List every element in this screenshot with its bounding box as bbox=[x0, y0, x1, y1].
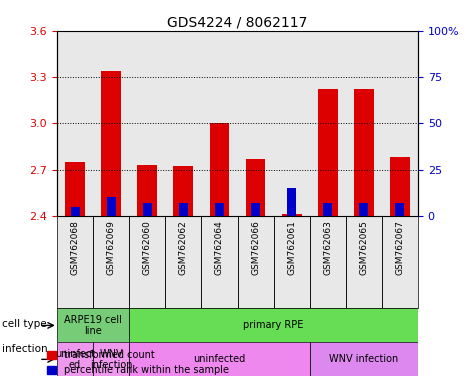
FancyBboxPatch shape bbox=[93, 343, 129, 376]
Bar bbox=[251, 203, 260, 216]
Text: WNV infection: WNV infection bbox=[329, 354, 399, 364]
Text: GSM762061: GSM762061 bbox=[287, 220, 296, 275]
Bar bbox=[282, 214, 302, 216]
Bar bbox=[238, 216, 274, 308]
Text: WNV
infection: WNV infection bbox=[90, 349, 133, 370]
Bar bbox=[346, 31, 382, 216]
Legend: transformed count, percentile rank within the sample: transformed count, percentile rank withi… bbox=[43, 346, 233, 379]
Bar bbox=[57, 31, 93, 216]
Text: primary RPE: primary RPE bbox=[243, 320, 304, 330]
Bar bbox=[71, 207, 79, 216]
FancyBboxPatch shape bbox=[57, 308, 129, 343]
Bar bbox=[382, 216, 418, 308]
Text: GSM762060: GSM762060 bbox=[143, 220, 152, 275]
Bar bbox=[129, 31, 165, 216]
Bar bbox=[323, 203, 332, 216]
Text: ARPE19 cell
line: ARPE19 cell line bbox=[64, 314, 122, 336]
Bar bbox=[57, 216, 93, 308]
Text: GSM762066: GSM762066 bbox=[251, 220, 260, 275]
Text: GSM762063: GSM762063 bbox=[323, 220, 332, 275]
Text: uninfect
ed: uninfect ed bbox=[55, 349, 95, 370]
Bar bbox=[209, 123, 229, 216]
Text: GSM762068: GSM762068 bbox=[71, 220, 79, 275]
Bar bbox=[173, 167, 193, 216]
Bar bbox=[318, 89, 338, 216]
Bar bbox=[310, 216, 346, 308]
FancyBboxPatch shape bbox=[129, 343, 310, 376]
Text: GSM762065: GSM762065 bbox=[360, 220, 368, 275]
Text: GSM762062: GSM762062 bbox=[179, 220, 188, 275]
Text: GSM762064: GSM762064 bbox=[215, 220, 224, 275]
Bar bbox=[65, 162, 85, 216]
Bar bbox=[310, 31, 346, 216]
Bar bbox=[390, 157, 410, 216]
Bar bbox=[382, 31, 418, 216]
Text: infection: infection bbox=[2, 344, 48, 354]
Bar bbox=[287, 188, 296, 216]
Bar bbox=[179, 203, 188, 216]
FancyBboxPatch shape bbox=[310, 343, 418, 376]
Bar bbox=[201, 31, 238, 216]
Bar bbox=[346, 216, 382, 308]
Bar bbox=[137, 165, 157, 216]
Title: GDS4224 / 8062117: GDS4224 / 8062117 bbox=[167, 16, 308, 30]
Text: GSM762067: GSM762067 bbox=[396, 220, 404, 275]
Bar bbox=[165, 216, 201, 308]
Bar bbox=[246, 159, 266, 216]
Bar bbox=[274, 216, 310, 308]
Text: GSM762069: GSM762069 bbox=[107, 220, 115, 275]
Bar bbox=[274, 31, 310, 216]
Bar bbox=[165, 31, 201, 216]
Bar bbox=[360, 203, 368, 216]
Bar bbox=[238, 31, 274, 216]
Bar bbox=[354, 89, 374, 216]
Bar bbox=[201, 216, 238, 308]
Bar bbox=[107, 197, 115, 216]
Bar bbox=[129, 216, 165, 308]
Bar bbox=[396, 203, 404, 216]
Text: cell type: cell type bbox=[2, 319, 47, 329]
FancyBboxPatch shape bbox=[129, 308, 418, 343]
Bar bbox=[215, 203, 224, 216]
Bar bbox=[93, 216, 129, 308]
FancyBboxPatch shape bbox=[57, 343, 93, 376]
Text: uninfected: uninfected bbox=[193, 354, 246, 364]
Bar bbox=[93, 31, 129, 216]
Bar bbox=[101, 71, 121, 216]
Bar bbox=[143, 203, 152, 216]
